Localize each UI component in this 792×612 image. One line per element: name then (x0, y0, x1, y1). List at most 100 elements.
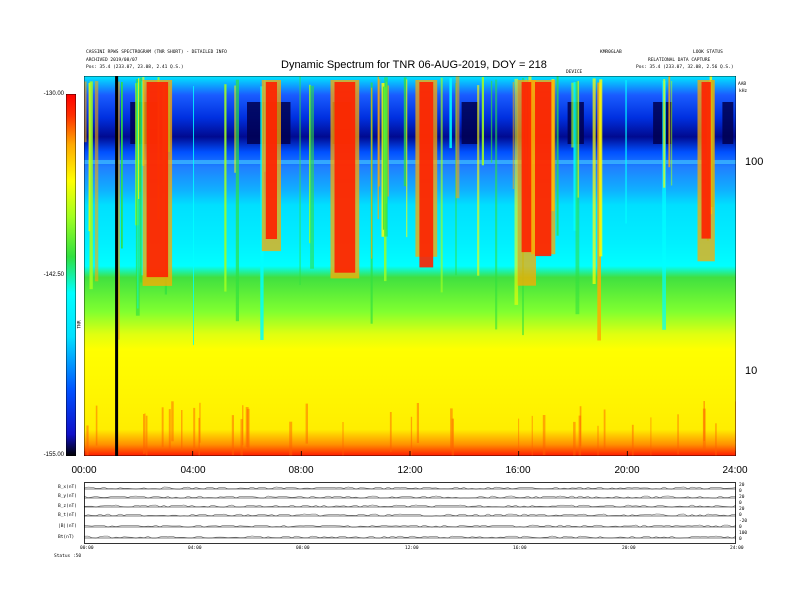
x-tick-mark-3 (409, 451, 411, 456)
panel-right-value-4: 0 (739, 501, 742, 506)
spectrogram-background (84, 76, 736, 456)
x-tick-0: 00:00 (71, 465, 97, 476)
streak-21 (234, 85, 237, 173)
panel-right-value-10: 0 (739, 537, 742, 542)
panel-footer-label: Status :50 (54, 554, 82, 559)
floor-spike-38 (410, 416, 413, 456)
streak-58 (495, 79, 498, 330)
burst-core-2 (334, 82, 356, 273)
panel-trace-4 (84, 524, 736, 528)
device-label: DEVICE (566, 70, 583, 75)
floor-spike-29 (389, 412, 392, 452)
streak-32 (117, 81, 120, 340)
header-right-line-3: RELATIONAL DATA CAPTURE (648, 58, 711, 63)
x-tick-mark-1 (192, 451, 194, 456)
burst-core-3 (419, 82, 434, 268)
streak-30 (371, 87, 373, 259)
streak-37 (139, 81, 141, 192)
x-tick-6: 24:00 (722, 465, 748, 476)
x-tick-4: 16:00 (505, 465, 531, 476)
streak-39 (670, 80, 673, 186)
streak-14 (224, 84, 227, 292)
streak-43 (140, 77, 142, 283)
floor-spike-24 (542, 415, 546, 455)
header-right-line-2: LOOK STATUS (693, 50, 723, 55)
streak-68 (556, 76, 559, 236)
dark-patch-6 (722, 102, 734, 144)
floor-spike-5 (171, 401, 174, 442)
streak-29 (597, 82, 601, 341)
panel-label-3: B_z(nT) (58, 504, 77, 509)
floor-spike-1 (86, 425, 89, 456)
floor-spike-28 (597, 425, 599, 456)
x-tick-2: 08:00 (288, 465, 314, 476)
panel-right-value-3: 20 (739, 495, 745, 500)
floor-spike-15 (168, 409, 171, 450)
x-tick-mark-5 (626, 451, 628, 456)
pale-band (84, 160, 736, 164)
header-right-line-1: KMR0GLAB (600, 50, 622, 55)
panel-right-value-5: 20 (739, 507, 745, 512)
floor-spike-11 (144, 413, 146, 454)
floor-spike-0 (143, 414, 145, 454)
streak-45 (599, 79, 603, 257)
floor-spike-19 (603, 409, 606, 450)
panel-label-2: B_y(nT) (58, 494, 77, 499)
panel-trace-0 (84, 486, 736, 490)
x-tick-mark-2 (300, 451, 302, 456)
streak-57 (455, 76, 460, 199)
floor-spike-10 (161, 407, 164, 448)
right-axis-tick-10: 10 (745, 365, 758, 377)
floor-spike-17 (715, 423, 717, 456)
streak-49 (575, 81, 580, 315)
floor-spike-3 (240, 419, 243, 456)
header-left-line-1: CASSINI RPWS SPECTROGRAM (TNR SHORT) - D… (86, 50, 227, 55)
streak-6 (440, 77, 443, 293)
panel-x-tick-1: 04:00 (188, 546, 202, 551)
colorbar-tick-bottom: -155.00 (43, 452, 64, 458)
streak-35 (235, 79, 239, 322)
panels-frame (84, 482, 736, 544)
streak-60 (121, 82, 123, 249)
floor-spike-21 (703, 401, 705, 441)
burst-core-1 (265, 82, 277, 239)
header-right-line-4: Pos: 35.4 (233.07, 32.08, 2.56 Q.S.) (636, 65, 734, 70)
panel-label-6: Bt(nT) (58, 535, 75, 540)
header-right-code: AAB (738, 82, 747, 87)
header-left-line-3: Pos: 35.4 (233.07, 23.08, 2.41 Q.S.) (86, 65, 184, 70)
panel-right-value-6: 0 (739, 513, 742, 518)
streak-51 (310, 85, 314, 269)
panel-x-tick-0: 00:00 (80, 546, 94, 551)
panel-x-tick-4: 16:00 (513, 546, 527, 551)
streak-36 (625, 80, 627, 224)
streak-64 (387, 85, 389, 197)
floor-spike-20 (246, 408, 250, 449)
streak-56 (193, 86, 194, 346)
streak-48 (481, 77, 484, 166)
x-tick-1: 04:00 (180, 465, 206, 476)
panel-x-tick-2: 08:00 (296, 546, 310, 551)
floor-spike-31 (242, 405, 244, 446)
floor-spike-33 (305, 403, 308, 444)
panel-x-tick-3: 12:00 (405, 546, 419, 551)
panel-x-tick-5: 20:00 (622, 546, 636, 551)
floor-spike-22 (289, 421, 293, 456)
floor-spike-14 (518, 418, 520, 456)
right-axis-tick-100: 100 (745, 156, 764, 168)
burst-core-0 (146, 82, 169, 278)
streak-3 (449, 78, 452, 149)
floor-spike-34 (199, 402, 201, 443)
streak-0 (403, 77, 407, 187)
streak-23 (89, 81, 93, 290)
header-left-line-2: ARCHIVED 2019/08/07 (86, 58, 138, 63)
streak-69 (94, 81, 99, 282)
parameter-panels (84, 482, 736, 544)
floor-spike-32 (193, 407, 196, 448)
burst-core-5 (535, 82, 552, 257)
x-tick-3: 12:00 (397, 465, 423, 476)
streak-55 (141, 81, 144, 276)
burst-core-4 (521, 82, 532, 253)
streak-42 (662, 80, 666, 330)
streak-41 (309, 84, 311, 244)
panel-right-value-1: 20 (739, 483, 745, 488)
